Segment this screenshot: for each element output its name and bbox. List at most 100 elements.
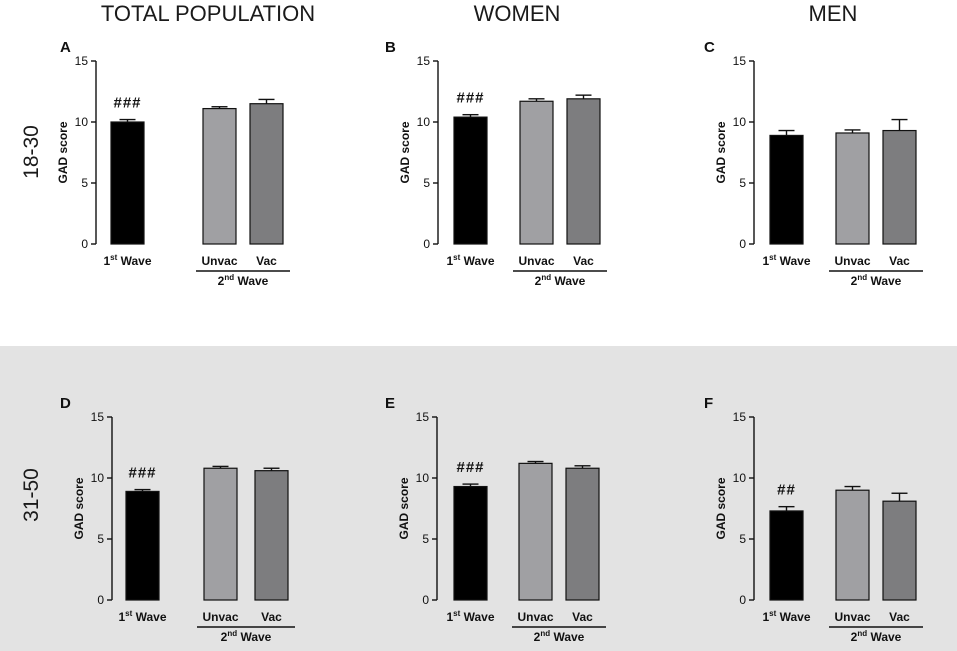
group-label-sup: nd bbox=[224, 273, 234, 282]
category-label: Unvac bbox=[517, 610, 553, 624]
bar bbox=[254, 470, 289, 601]
group-label: 2nd Wave bbox=[218, 273, 269, 288]
significance-label: ### bbox=[128, 465, 156, 482]
row-title-31-50: 31-50 bbox=[20, 468, 43, 522]
group-label-sup: nd bbox=[857, 273, 867, 282]
y-tick-label: 5 bbox=[81, 176, 88, 190]
bar bbox=[882, 500, 917, 601]
y-tick-label: 10 bbox=[416, 471, 430, 485]
group-label: 2nd Wave bbox=[851, 629, 902, 644]
bar bbox=[453, 116, 488, 245]
group-label-main: 2 bbox=[534, 630, 541, 644]
category-label-main: 1 bbox=[103, 254, 110, 268]
significance-label: ### bbox=[456, 459, 484, 476]
category-label: Unvac bbox=[202, 610, 238, 624]
category-label-sup: st bbox=[110, 253, 117, 262]
panel-f: F 0 5 10 15 GAD score ## 1st Wave Unvac Vac 2nd Wa… bbox=[704, 395, 923, 644]
y-tick-label: 0 bbox=[739, 237, 746, 251]
y-tick-label: 10 bbox=[733, 115, 747, 129]
bar bbox=[453, 485, 488, 601]
bar bbox=[566, 98, 601, 245]
panel-letter: F bbox=[704, 395, 713, 412]
category-label: Unvac bbox=[518, 254, 554, 268]
column-title-men: MEN bbox=[809, 1, 858, 26]
y-tick-label: 5 bbox=[97, 532, 104, 546]
bar bbox=[835, 489, 870, 601]
category-label-main: Unvac bbox=[202, 610, 238, 624]
bar bbox=[565, 467, 600, 601]
category-label-main: Unvac bbox=[834, 610, 870, 624]
group-label-rest: Wave bbox=[550, 630, 585, 644]
y-tick-label: 10 bbox=[733, 471, 747, 485]
y-tick-label: 15 bbox=[75, 54, 89, 68]
bar bbox=[110, 121, 145, 245]
y-tick-label: 15 bbox=[416, 410, 430, 424]
y-tick-label: 10 bbox=[417, 115, 431, 129]
category-label: Vac bbox=[573, 254, 594, 268]
group-label-rest: Wave bbox=[551, 274, 586, 288]
panel-letter: D bbox=[60, 395, 71, 412]
group-label: 2nd Wave bbox=[535, 273, 586, 288]
bar bbox=[518, 462, 553, 601]
panel-e: E 0 5 10 15 GAD score ### 1st Wave Unvac Vac 2nd W… bbox=[385, 395, 606, 644]
significance-label: ### bbox=[456, 90, 484, 107]
bar bbox=[203, 467, 238, 601]
group-label-sup: nd bbox=[857, 629, 867, 638]
category-label-main: Vac bbox=[256, 254, 277, 268]
group-label-main: 2 bbox=[851, 630, 858, 644]
category-label-main: Unvac bbox=[834, 254, 870, 268]
y-axis-label: GAD score bbox=[56, 121, 70, 183]
group-label-rest: Wave bbox=[237, 630, 272, 644]
category-label-main: 1 bbox=[118, 610, 125, 624]
panel-letter: B bbox=[385, 39, 396, 56]
category-label-main: Unvac bbox=[518, 254, 554, 268]
group-label: 2nd Wave bbox=[534, 629, 585, 644]
group-label-main: 2 bbox=[221, 630, 228, 644]
bar bbox=[769, 510, 804, 601]
y-tick-label: 5 bbox=[739, 532, 746, 546]
y-tick-label: 5 bbox=[423, 176, 430, 190]
category-label-main: Unvac bbox=[517, 610, 553, 624]
category-label-main: 1 bbox=[762, 610, 769, 624]
panel-c: C 0 5 10 15 GAD score 1st Wave Unvac Vac 2nd Wave bbox=[704, 39, 923, 288]
row-title-18-30: 18-30 bbox=[20, 125, 43, 179]
category-label: Unvac bbox=[834, 610, 870, 624]
group-label-main: 2 bbox=[535, 274, 542, 288]
y-tick-label: 15 bbox=[733, 410, 747, 424]
category-label-sup: st bbox=[769, 253, 776, 262]
y-axis-label: GAD score bbox=[397, 477, 411, 539]
bar bbox=[249, 103, 284, 245]
panel-letter: A bbox=[60, 39, 71, 56]
bar bbox=[519, 100, 554, 245]
category-label-main: Vac bbox=[573, 254, 594, 268]
group-label: 2nd Wave bbox=[221, 629, 272, 644]
panel-a: A 0 5 10 15 GAD score ### 1st Wave Unvac Vac 2nd W… bbox=[56, 39, 290, 288]
category-label-main: 1 bbox=[762, 254, 769, 268]
category-label: 1st Wave bbox=[762, 609, 810, 624]
category-label: 1st Wave bbox=[118, 609, 166, 624]
y-tick-label: 0 bbox=[81, 237, 88, 251]
category-label: Unvac bbox=[834, 254, 870, 268]
category-label-main: Vac bbox=[261, 610, 282, 624]
y-tick-label: 5 bbox=[739, 176, 746, 190]
group-label-rest: Wave bbox=[867, 274, 902, 288]
y-tick-label: 0 bbox=[423, 237, 430, 251]
column-title-women: WOMEN bbox=[474, 1, 561, 26]
category-label: Vac bbox=[572, 610, 593, 624]
y-axis-label: GAD score bbox=[714, 477, 728, 539]
y-axis-label: GAD score bbox=[714, 121, 728, 183]
bar bbox=[202, 107, 237, 245]
y-tick-label: 0 bbox=[97, 593, 104, 607]
significance-label: ## bbox=[777, 482, 796, 499]
category-label: Vac bbox=[261, 610, 282, 624]
category-label-sup: st bbox=[769, 609, 776, 618]
category-label: 1st Wave bbox=[446, 253, 494, 268]
category-label-main: Vac bbox=[572, 610, 593, 624]
category-label: 1st Wave bbox=[762, 253, 810, 268]
category-label-rest: Wave bbox=[132, 610, 167, 624]
y-tick-label: 0 bbox=[739, 593, 746, 607]
category-label-rest: Wave bbox=[460, 610, 495, 624]
bar bbox=[769, 134, 804, 245]
